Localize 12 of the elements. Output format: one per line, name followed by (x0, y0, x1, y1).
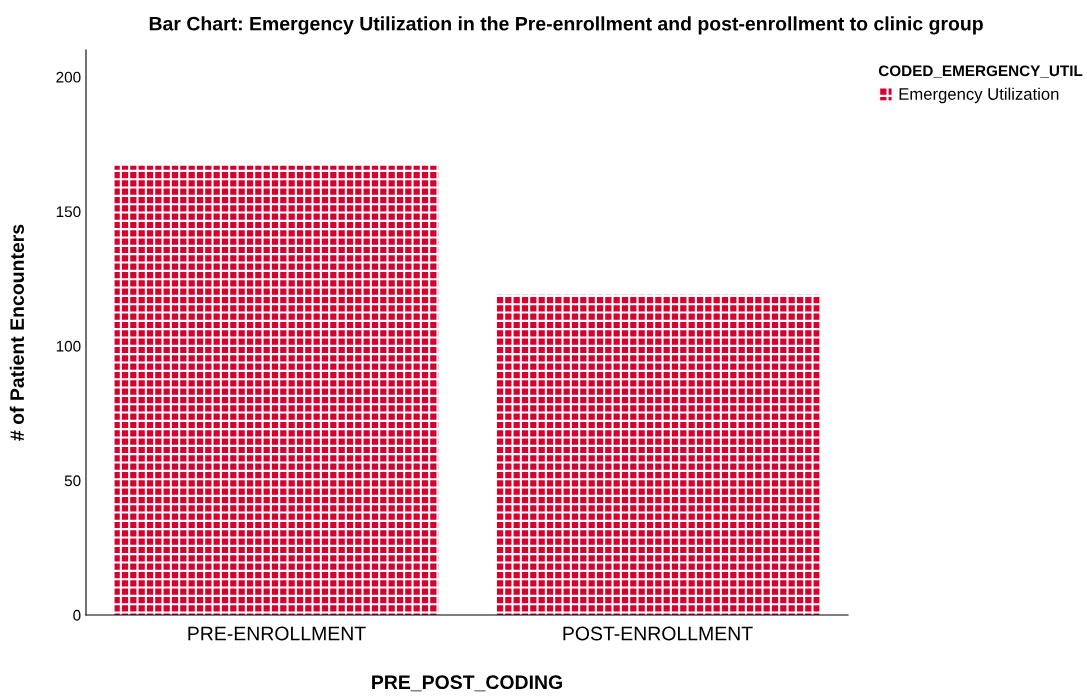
y-tick-label: 100 (56, 340, 81, 352)
x-tick-label: PRE-ENROLLMENT (188, 626, 366, 641)
y-tick-label: 50 (64, 475, 81, 487)
y-axis-title: # of Patient Encounters (9, 224, 25, 441)
x-axis-title: PRE_POST_CODING (372, 675, 562, 692)
x-tick-label: POST-ENROLLMENT (563, 626, 753, 641)
legend-label: Emergency Utilization (899, 87, 1059, 104)
y-tick-label: 200 (56, 71, 81, 83)
chart-title: Bar Chart: Emergency Utilization in the Pre-enrollment and post-enrollment to clinic group (149, 16, 983, 35)
y-tick-label: 150 (56, 206, 81, 218)
y-tick-label: 0 (73, 609, 81, 621)
legend-title: CODED_EMERGENCY_UTIL (878, 65, 1083, 78)
